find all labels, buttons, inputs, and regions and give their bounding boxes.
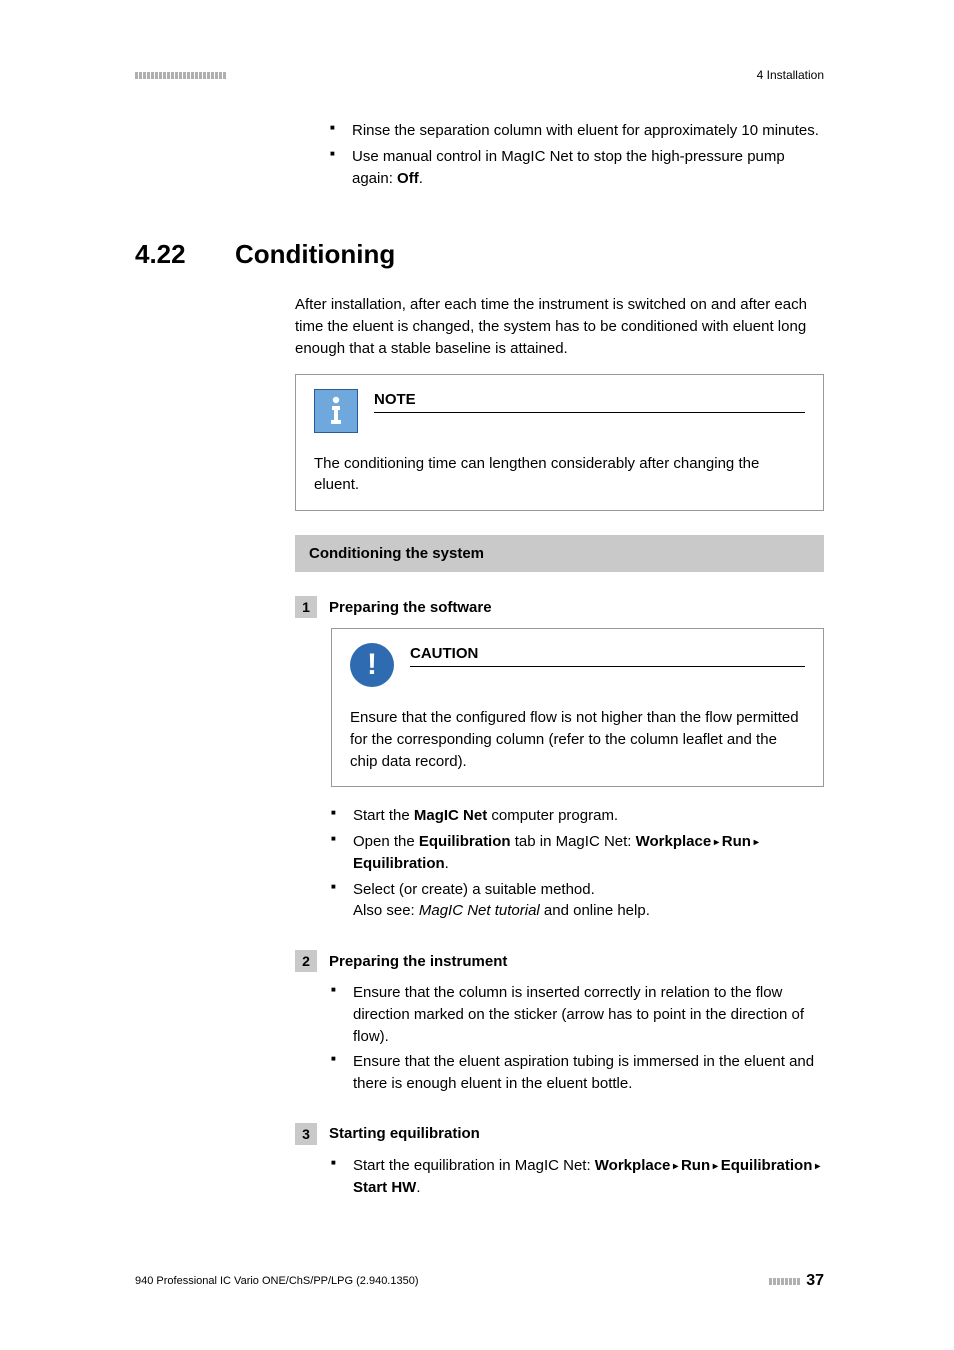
text: Start the equilibration in MagIC Net: <box>353 1157 595 1174</box>
header-decorative-bars <box>135 72 226 79</box>
text: tab in MagIC Net: <box>511 833 636 850</box>
section-number: 4.22 <box>135 239 235 270</box>
triangle-icon: ▸ <box>812 1161 820 1172</box>
section-title: Conditioning <box>235 239 395 270</box>
text-italic: MagIC Net tutorial <box>419 902 540 919</box>
step-2: 2 Preparing the instrument Ensure that t… <box>295 950 824 1095</box>
list-item: Start the MagIC Net computer program. <box>331 805 824 827</box>
text-bold: Equilibration <box>721 1157 813 1174</box>
step-2-bullets: Ensure that the column is inserted corre… <box>331 982 824 1095</box>
footer-doc-title: 940 Professional IC Vario ONE/ChS/PP/LPG… <box>135 1275 419 1287</box>
text: Select (or create) a suitable method. <box>353 881 595 898</box>
step-1-title: Preparing the software <box>329 599 492 616</box>
step-2-number: 2 <box>295 950 317 972</box>
page-header: 4 Installation <box>135 68 824 82</box>
text: . <box>445 855 449 872</box>
page-footer: 940 Professional IC Vario ONE/ChS/PP/LPG… <box>135 1272 824 1290</box>
list-item: Select (or create) a suitable method. Als… <box>331 879 824 923</box>
procedure-banner: Conditioning the system <box>295 535 824 572</box>
footer-decorative-bars <box>769 1278 800 1285</box>
step-3: 3 Starting equilibration Start the equil… <box>295 1123 824 1199</box>
caution-title: CAUTION <box>410 645 805 667</box>
text: and online help. <box>540 902 650 919</box>
step-3-title: Starting equilibration <box>329 1125 480 1142</box>
text: Open the <box>353 833 419 850</box>
text: Also see: <box>353 902 419 919</box>
text-bold: Run <box>722 833 751 850</box>
step-3-number: 3 <box>295 1123 317 1145</box>
text-bold: Workplace <box>595 1157 671 1174</box>
text-bold: Run <box>681 1157 710 1174</box>
text-bold: Workplace <box>636 833 712 850</box>
caution-body: Ensure that the configured flow is not h… <box>350 707 805 772</box>
text-bold: Equilibration <box>353 855 445 872</box>
step-1-bullets: Start the MagIC Net computer program. Op… <box>331 805 824 922</box>
caution-icon: ! <box>350 643 394 687</box>
list-item: Start the equilibration in MagIC Net: Wo… <box>331 1155 824 1199</box>
note-body: The conditioning time can lengthen consi… <box>314 453 805 497</box>
step-1: 1 Preparing the software ! CAUTION Ensur… <box>295 596 824 922</box>
note-box: NOTE The conditioning time can lengthen … <box>295 374 824 512</box>
intro-bullet-list: Rinse the separation column with eluent … <box>330 120 824 189</box>
list-item: Ensure that the eluent aspiration tubing… <box>331 1051 824 1095</box>
step-2-title: Preparing the instrument <box>329 953 507 970</box>
text: Rinse the separation column with eluent … <box>352 122 819 139</box>
text: computer program. <box>487 807 618 824</box>
step-1-number: 1 <box>295 596 317 618</box>
info-icon <box>314 389 358 433</box>
section-heading: 4.22 Conditioning <box>135 239 824 270</box>
text-bold: Equilibration <box>419 833 511 850</box>
page-number: 37 <box>806 1272 824 1290</box>
list-item: Open the Equilibration tab in MagIC Net:… <box>331 831 824 875</box>
text-bold: MagIC Net <box>414 807 487 824</box>
note-title: NOTE <box>374 391 805 413</box>
triangle-icon: ▸ <box>670 1161 681 1172</box>
text: . <box>419 170 423 187</box>
section-intro-text: After installation, after each time the … <box>295 294 824 359</box>
triangle-icon: ▸ <box>751 837 759 848</box>
text: Start the <box>353 807 414 824</box>
caution-box: ! CAUTION Ensure that the configured flo… <box>331 628 824 787</box>
triangle-icon: ▸ <box>711 837 722 848</box>
list-item: Ensure that the column is inserted corre… <box>331 982 824 1047</box>
intro-bullet-1: Rinse the separation column with eluent … <box>330 120 824 142</box>
triangle-icon: ▸ <box>710 1161 721 1172</box>
text-bold: Start HW <box>353 1179 416 1196</box>
text-bold: Off <box>397 170 419 187</box>
intro-bullet-2: Use manual control in MagIC Net to stop … <box>330 146 824 190</box>
text: . <box>416 1179 420 1196</box>
step-3-bullets: Start the equilibration in MagIC Net: Wo… <box>331 1155 824 1199</box>
header-section-label: 4 Installation <box>757 68 824 82</box>
